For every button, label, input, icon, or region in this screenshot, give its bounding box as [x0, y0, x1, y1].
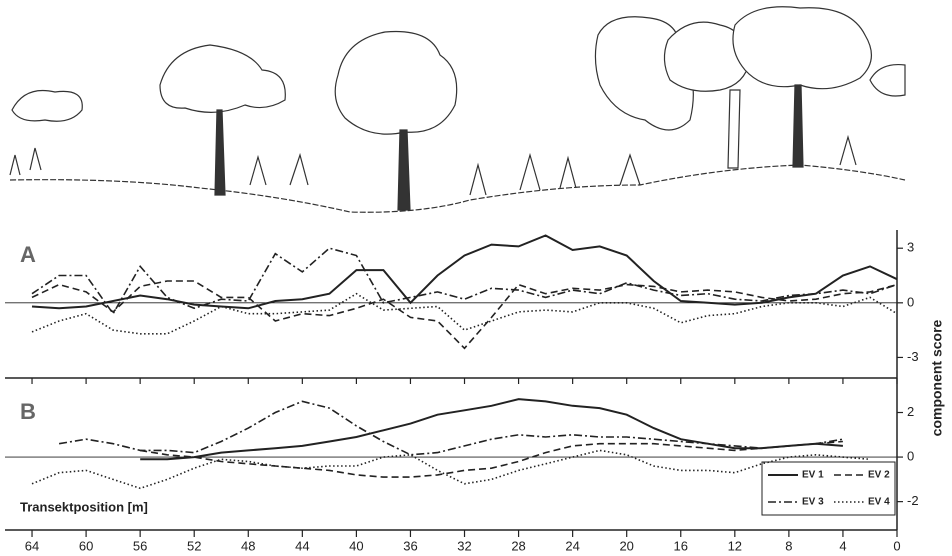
- x-tick-label: 28: [511, 538, 525, 553]
- x-tick-label: 60: [79, 538, 93, 553]
- panel-label: B: [20, 399, 36, 424]
- x-tick-label: 52: [187, 538, 201, 553]
- series-line: [32, 248, 897, 314]
- y-tick-label: 2: [907, 404, 914, 419]
- tree-trunk: [793, 85, 803, 167]
- x-tick-label: 16: [674, 538, 688, 553]
- y-axis-label: component score: [929, 319, 945, 436]
- tree-trunk: [215, 110, 225, 195]
- x-tick-label: 40: [349, 538, 363, 553]
- series-line: [32, 236, 897, 309]
- x-tick-label: 56: [133, 538, 147, 553]
- tree-crown: [12, 90, 82, 121]
- y-tick-label: 3: [907, 240, 914, 255]
- legend-label: EV 3: [802, 497, 824, 508]
- tree-crown: [870, 65, 905, 96]
- y-tick-label: 0: [907, 294, 914, 309]
- legend-label: EV 1: [802, 470, 824, 481]
- vegetation-drawing: [10, 7, 905, 212]
- legend-label: EV 2: [868, 470, 890, 481]
- x-tick-label: 32: [457, 538, 471, 553]
- x-tick-label: 48: [241, 538, 255, 553]
- series-line: [32, 450, 870, 488]
- x-tick-label: 8: [785, 538, 792, 553]
- y-tick-label: 0: [907, 449, 914, 464]
- legend-label: EV 4: [868, 497, 890, 508]
- tree-crown: [335, 31, 456, 134]
- y-tick-label: -3: [907, 349, 919, 364]
- x-tick-label: 12: [728, 538, 742, 553]
- x-tick-label: 24: [565, 538, 579, 553]
- figure: A B Transektposition [m] component score…: [0, 0, 952, 556]
- x-tick-label: 20: [619, 538, 633, 553]
- tree-crown: [733, 7, 871, 89]
- ground: [10, 165, 905, 212]
- panel-label: A: [20, 242, 36, 267]
- x-tick-label: 64: [25, 538, 39, 553]
- y-tick-label: -2: [907, 493, 919, 508]
- x-tick-label: 36: [403, 538, 417, 553]
- x-tick-label: 4: [839, 538, 846, 553]
- x-tick-label: 0: [893, 538, 900, 553]
- x-axis-label: Transektposition [m]: [20, 499, 148, 514]
- tree-trunk: [728, 90, 740, 168]
- tree-trunk: [398, 130, 410, 210]
- tree-crown: [160, 45, 285, 112]
- x-tick-label: 44: [295, 538, 309, 553]
